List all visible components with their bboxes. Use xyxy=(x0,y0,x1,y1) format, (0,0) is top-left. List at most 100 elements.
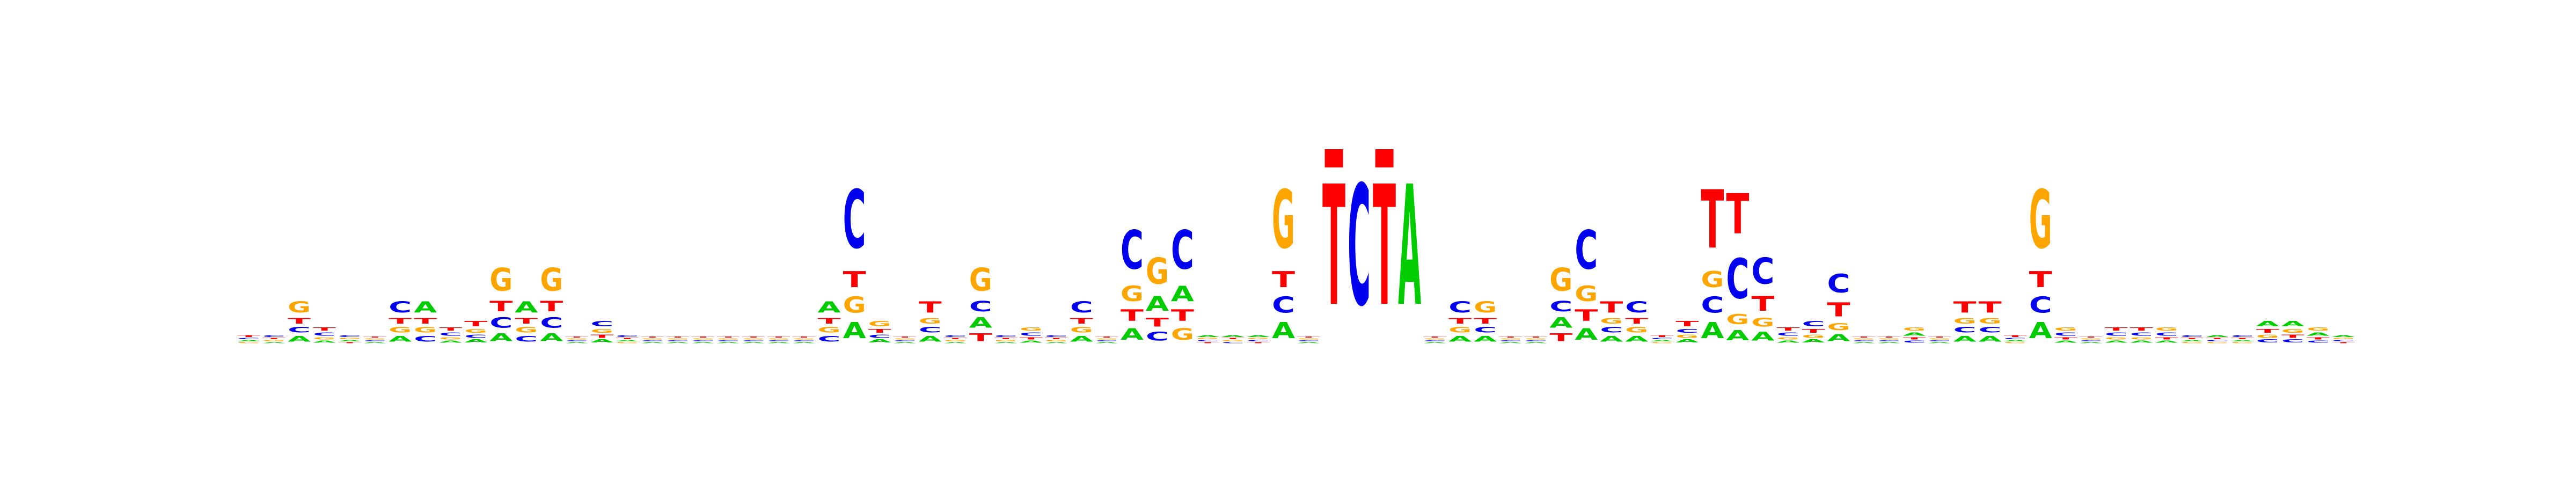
logo-letter-T-pos-38: T xyxy=(1171,306,1195,325)
logo-letter-T-pos-8: T xyxy=(414,317,437,326)
logo-letter-C-pos-79: C xyxy=(2206,340,2229,342)
logo-letter-G-pos-63: G xyxy=(1802,334,1825,339)
logo-letter-T-pos-1: T xyxy=(237,335,261,338)
logo-letter-G-pos-17: G xyxy=(641,338,664,340)
logo-letter-C-pos-13: C xyxy=(540,314,563,331)
logo-letter-G-pos-73: G xyxy=(2054,327,2077,332)
logo-letter-G-pos-61: G xyxy=(1751,316,1774,330)
logo-letter-A-pos-61: A xyxy=(1751,330,1774,343)
logo-letter-G-pos-3: G xyxy=(288,298,311,316)
logo-letter-T-pos-60: T xyxy=(1726,183,1749,247)
logo-letter-A-pos-1: A xyxy=(237,340,261,342)
logo-letter-A-pos-16: A xyxy=(616,340,639,342)
logo-letter-T-pos-81: T xyxy=(2256,328,2279,334)
logo-letter-T-pos-9: T xyxy=(439,327,462,332)
logo-letter-C-pos-50: C xyxy=(1474,326,1497,335)
logo-letter-T-cap-pos-44 xyxy=(1324,149,1343,167)
logo-letter-C-pos-2: C xyxy=(262,335,286,338)
logo-letter-G-pos-1: G xyxy=(237,342,260,343)
logo-letter-G-pos-22: G xyxy=(767,338,791,340)
logo-letter-C-pos-24: C xyxy=(818,334,841,343)
logo-letter-C-pos-19: C xyxy=(691,340,714,341)
logo-letter-A-pos-66: A xyxy=(1878,342,1901,343)
logo-letter-C-pos-62: C xyxy=(1776,332,1799,336)
logo-letter-C-pos-3: C xyxy=(288,326,311,335)
logo-letter-G-pos-20: G xyxy=(716,338,740,340)
logo-letter-G-pos-30: G xyxy=(969,261,992,298)
logo-letter-C-pos-84: C xyxy=(2332,340,2355,342)
logo-letter-C-pos-53: C xyxy=(1549,298,1572,315)
logo-letter-A-pos-47: A xyxy=(1398,151,1421,343)
logo-letter-G-pos-48: G xyxy=(1423,338,1446,340)
logo-letter-G-pos-32: G xyxy=(1020,327,1043,332)
logo-letter-A-pos-13: A xyxy=(540,331,564,343)
logo-letter-T-pos-18: T xyxy=(666,336,690,338)
logo-letter-G-pos-9: G xyxy=(439,336,462,340)
logo-letter-C-pos-48: C xyxy=(1423,340,1446,341)
logo-letter-A-pos-84: A xyxy=(2332,335,2355,338)
logo-letter-C-pos-60: C xyxy=(1726,247,1749,311)
logo-letter-T-pos-51: T xyxy=(1499,336,1523,338)
logo-letter-T-pos-66: T xyxy=(1878,336,1901,338)
logo-letter-C-pos-57: C xyxy=(1650,338,1673,340)
logo-letter-T-pos-48: T xyxy=(1423,336,1447,338)
logo-letter-C-pos-38: C xyxy=(1171,219,1194,282)
logo-letter-C-pos-21: C xyxy=(742,340,765,341)
logo-letter-C-pos-30: C xyxy=(969,298,992,315)
logo-letter-A-pos-34: A xyxy=(1070,334,1094,343)
logo-letter-C-pos-7: C xyxy=(389,298,412,317)
logo-letter-A-pos-48: A xyxy=(1423,342,1447,343)
logo-letter-C-pos-32: C xyxy=(1020,332,1043,336)
logo-letter-T-pos-56: T xyxy=(1625,317,1648,326)
logo-letter-A-pos-7: A xyxy=(389,334,412,343)
logo-letter-C-pos-8: C xyxy=(414,334,437,343)
logo-letter-C-pos-69: C xyxy=(1953,326,1977,335)
logo-letter-A-pos-68: A xyxy=(1928,342,1952,343)
logo-letter-A-pos-79: A xyxy=(2206,335,2229,338)
logo-letter-G-pos-58: G xyxy=(1675,334,1699,339)
logo-letter-A-pos-42: A xyxy=(1272,318,1295,343)
logo-letter-T-pos-74: T xyxy=(2080,336,2103,338)
logo-letter-C-pos-43: C xyxy=(1297,340,1320,341)
logo-letter-G-pos-15: G xyxy=(590,328,613,334)
logo-letter-C-pos-41: C xyxy=(1247,340,1270,342)
logo-letter-C-pos-26: C xyxy=(868,334,891,339)
logo-letter-G-pos-23: G xyxy=(793,338,816,340)
logo-letter-C-pos-82: C xyxy=(2281,339,2304,343)
logo-letter-T-pos-14: T xyxy=(565,336,589,338)
logo-letter-C-pos-75: C xyxy=(2105,332,2128,336)
logo-letter-T-pos-27: T xyxy=(894,336,917,338)
logo-letter-A-pos-43: A xyxy=(1297,342,1321,343)
logo-letter-C-pos-54: C xyxy=(1575,219,1598,282)
logo-letter-A-pos-22: A xyxy=(767,342,791,343)
logo-letter-T-pos-11: T xyxy=(489,298,513,314)
logo-letter-T-pos-39: T xyxy=(1196,342,1220,343)
logo-letter-T-pos-21: T xyxy=(742,336,765,338)
logo-letter-A-pos-64: A xyxy=(1827,332,1850,343)
logo-letter-T-pos-76: T xyxy=(2130,327,2153,332)
logo-letter-G-pos-25: G xyxy=(843,292,866,318)
logo-letter-A-pos-40: A xyxy=(1221,335,1245,338)
logo-letter-A-pos-69: A xyxy=(1953,334,1977,343)
logo-letter-T-pos-70: T xyxy=(1979,298,2002,316)
logo-letter-A-pos-25: A xyxy=(843,318,866,343)
logo-letter-G-pos-40: G xyxy=(1221,340,1245,342)
logo-letter-A-pos-74: A xyxy=(2080,342,2103,343)
logo-letter-C-pos-22: C xyxy=(767,340,791,341)
logo-letter-A-pos-28: A xyxy=(919,334,942,343)
logo-letter-C-pos-35: C xyxy=(1095,340,1118,341)
logo-letter-C-pos-72: C xyxy=(2029,292,2052,318)
logo-letter-T-pos-57: T xyxy=(1650,335,1674,338)
logo-letter-T-pos-29: T xyxy=(944,338,968,340)
logo-letter-A-pos-71: A xyxy=(2004,340,2028,342)
logo-letter-G-pos-31: G xyxy=(994,340,1018,342)
logo-letter-C-pos-64: C xyxy=(1827,268,1850,298)
logo-letter-C-pos-45: C xyxy=(1348,151,1371,343)
logo-letter-C-pos-40: C xyxy=(1221,342,1245,343)
logo-letter-C-pos-15: C xyxy=(590,320,613,328)
logo-letter-T-pos-19: T xyxy=(691,336,715,338)
logo-letter-A-pos-58: A xyxy=(1675,339,1699,343)
logo-letter-T-pos-13: T xyxy=(540,298,563,314)
